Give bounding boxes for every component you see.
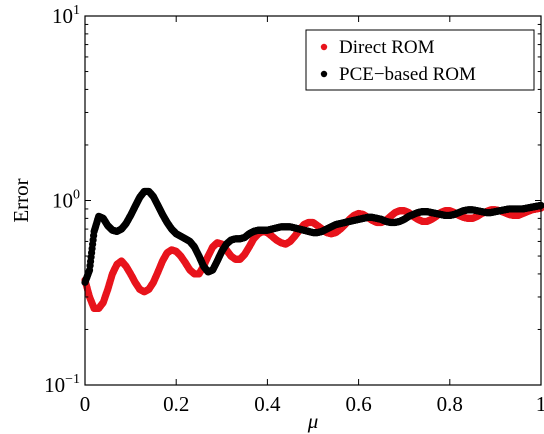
y-tick-label: 101 [52, 3, 80, 28]
series-pce-based-rom [81, 187, 544, 286]
y-axis-label: Error [9, 178, 33, 222]
x-tick-label: 1 [536, 392, 544, 416]
x-axis-label: μ [307, 409, 319, 433]
series-layer [81, 187, 544, 313]
labels-layer: 0 0.2 0.4 0.6 0.8 1 10−1 100 101 [44, 3, 544, 416]
x-tick-label: 0.6 [345, 392, 371, 416]
legend-marker-pce-based-rom [320, 70, 328, 78]
y-tick-label: 10−1 [44, 372, 80, 397]
legend: Direct ROM PCE−based ROM [305, 29, 535, 91]
x-tick-label: 0.8 [437, 392, 463, 416]
y-tick-label: 100 [52, 188, 80, 213]
ticks-layer [84, 16, 542, 386]
legend-label-direct-rom: Direct ROM [339, 37, 435, 58]
series-direct-rom [81, 204, 544, 313]
x-tick-label: 0 [80, 392, 91, 416]
legend-label-pce-based-rom: PCE−based ROM [339, 64, 476, 85]
legend-marker-direct-rom [320, 43, 328, 51]
x-tick-label: 0.2 [163, 392, 189, 416]
legend-box [305, 29, 535, 91]
x-tick-label: 0.4 [254, 392, 281, 416]
